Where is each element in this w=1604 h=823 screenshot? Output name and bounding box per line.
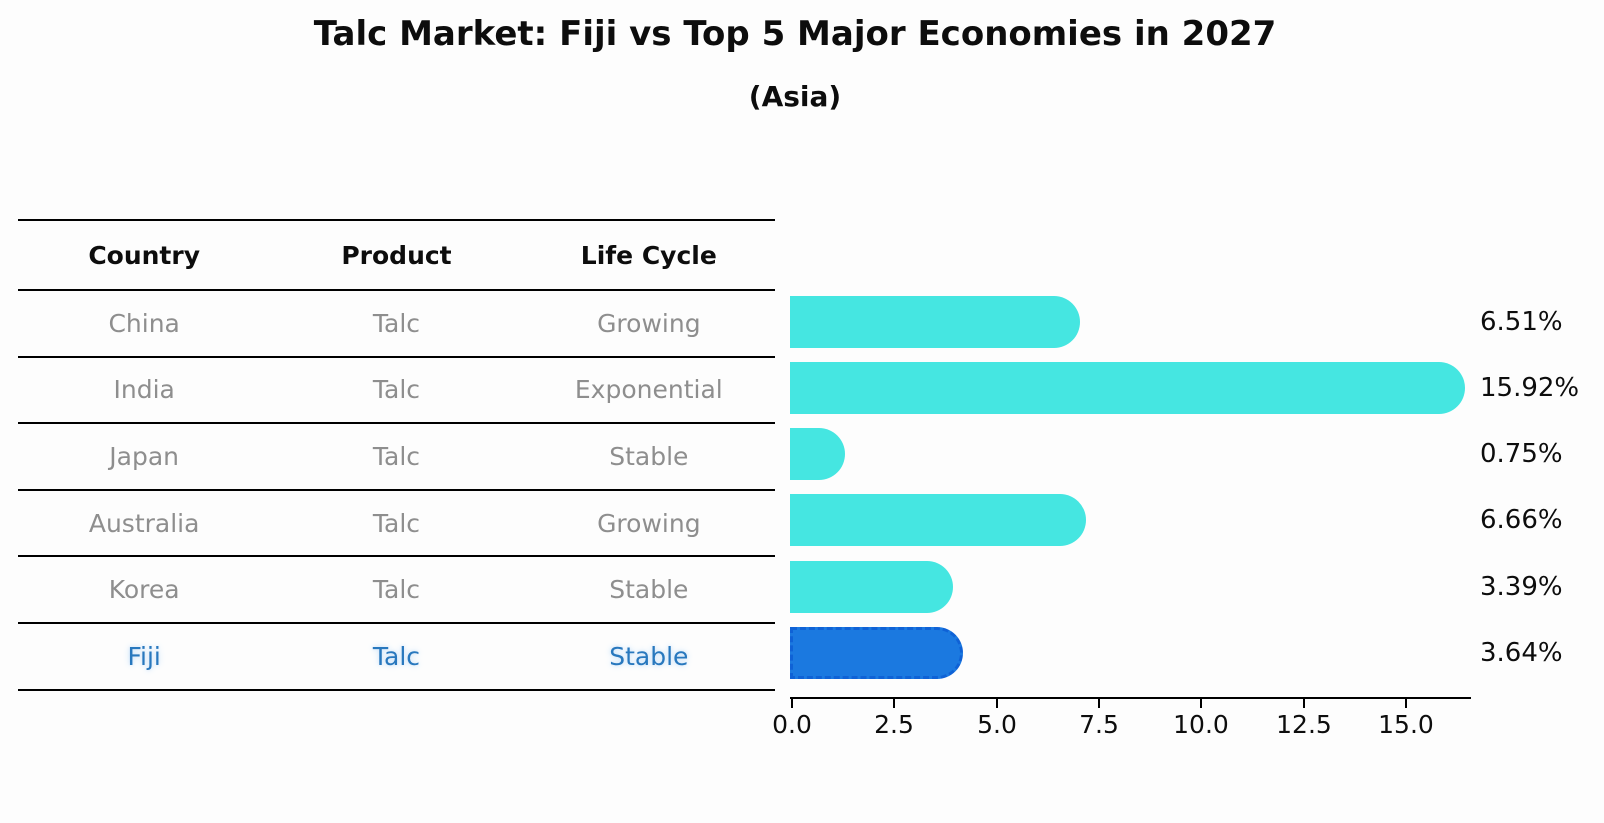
value-label-india: 15.92% xyxy=(1480,373,1580,403)
x-tick-label: 0.0 xyxy=(772,710,812,739)
x-tick-label: 7.5 xyxy=(1079,710,1119,739)
cell-country: Fiji xyxy=(127,641,161,671)
table-header-row: Country Product Life Cycle xyxy=(18,221,775,291)
cell-country: Japan xyxy=(109,441,180,471)
x-axis-tick xyxy=(791,699,793,708)
cell-product: Talc xyxy=(372,308,421,338)
table-row-india: India Talc Exponential xyxy=(18,358,775,425)
cell-country: Australia xyxy=(88,508,200,538)
x-axis-tick xyxy=(1098,699,1100,708)
cell-country: Korea xyxy=(108,575,180,605)
cell-life-cycle: Stable xyxy=(609,441,689,471)
column-header-life-cycle: Life Cycle xyxy=(580,240,717,270)
x-tick-label: 10.0 xyxy=(1173,710,1229,739)
column-header-product: Product xyxy=(341,240,452,270)
x-tick-label: 2.5 xyxy=(874,710,914,739)
value-label-japan: 0.75% xyxy=(1480,439,1563,469)
bar-fiji xyxy=(790,627,963,679)
bar-china xyxy=(790,296,1080,348)
cell-product: Talc xyxy=(372,441,421,471)
x-axis-tick xyxy=(996,699,998,708)
table-row-china: China Talc Growing xyxy=(18,291,775,358)
chart-title: Talc Market: Fiji vs Top 5 Major Economi… xyxy=(313,14,1277,54)
cell-life-cycle: Exponential xyxy=(574,375,723,405)
cell-life-cycle: Stable xyxy=(609,641,689,671)
country-table: Country Product Life Cycle China Talc Gr… xyxy=(18,219,775,691)
cell-product: Talc xyxy=(372,508,421,538)
x-tick-label: 5.0 xyxy=(977,710,1017,739)
bar-korea xyxy=(790,561,953,613)
cell-product: Talc xyxy=(372,575,421,605)
table-row-australia: Australia Talc Growing xyxy=(18,491,775,558)
chart-subtitle: (Asia) xyxy=(748,80,842,113)
cell-country: China xyxy=(108,308,180,338)
value-label-australia: 6.66% xyxy=(1480,505,1563,535)
x-axis-tick xyxy=(1200,699,1202,708)
cell-product: Talc xyxy=(372,641,421,671)
bar-australia xyxy=(790,494,1086,546)
x-axis-tick xyxy=(1303,699,1305,708)
x-tick-label: 12.5 xyxy=(1276,710,1332,739)
bar-japan xyxy=(790,428,845,480)
cell-life-cycle: Stable xyxy=(609,575,689,605)
x-axis-tick xyxy=(893,699,895,708)
table-row-japan: Japan Talc Stable xyxy=(18,424,775,491)
table-row-korea: Korea Talc Stable xyxy=(18,557,775,624)
value-label-china: 6.51% xyxy=(1480,307,1563,337)
column-header-country: Country xyxy=(88,240,201,270)
x-axis-tick xyxy=(1405,699,1407,708)
cell-life-cycle: Growing xyxy=(597,508,701,538)
value-label-korea: 3.39% xyxy=(1480,572,1563,602)
bar-india xyxy=(790,362,1465,414)
x-axis-spine xyxy=(790,697,1471,699)
cell-life-cycle: Growing xyxy=(597,308,701,338)
x-tick-label: 15.0 xyxy=(1378,710,1434,739)
table-row-fiji: Fiji Talc Stable xyxy=(18,624,775,691)
cell-product: Talc xyxy=(372,375,421,405)
value-label-fiji: 3.64% xyxy=(1480,638,1563,668)
cell-country: India xyxy=(113,375,175,405)
